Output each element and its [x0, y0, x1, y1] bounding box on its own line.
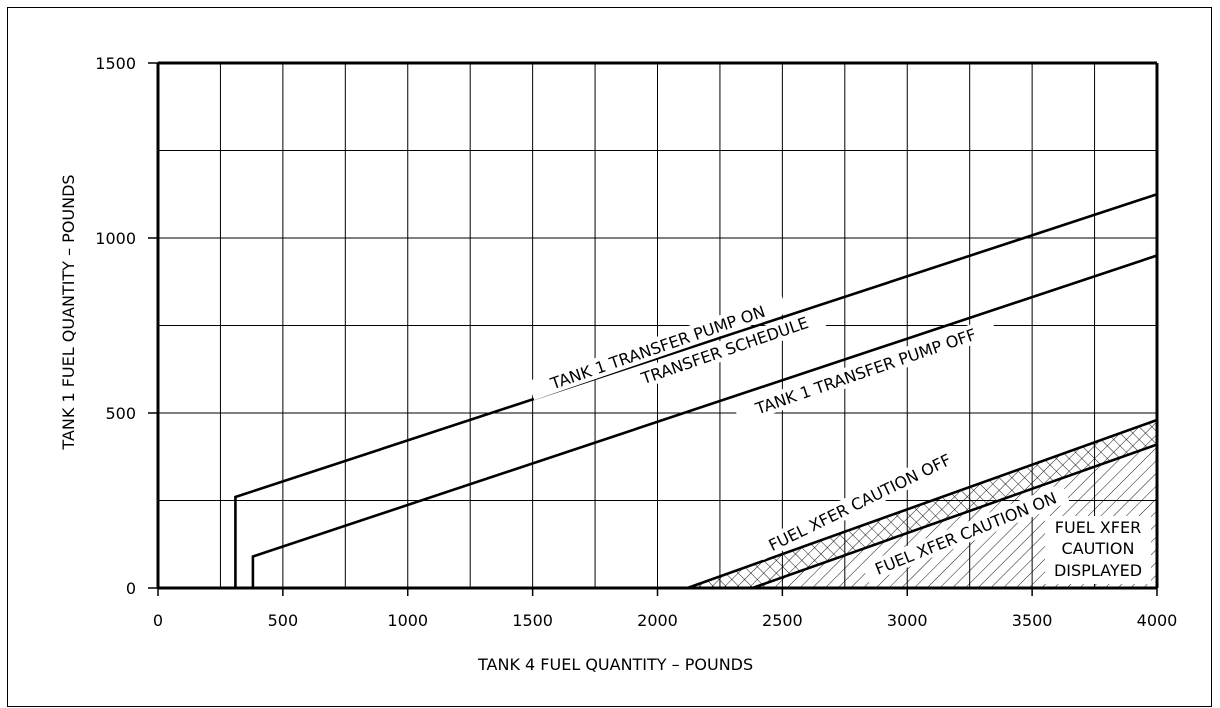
y-tick-label: 1500 [95, 54, 136, 73]
y-tick-label: 1000 [95, 229, 136, 248]
x-tick-label: 0 [153, 611, 163, 630]
axes [156, 61, 1159, 590]
x-tick-label: 1000 [387, 611, 428, 630]
series-lines [234, 193, 1158, 590]
series-pump-off [251, 254, 1158, 588]
label-caution-displayed-1: FUEL XFER [1055, 518, 1141, 537]
series-pump-on [234, 193, 1158, 588]
label-caution-displayed-3: DISPLAYED [1054, 561, 1142, 580]
y-tick-label: 0 [126, 579, 136, 598]
x-tick-label: 4000 [1137, 611, 1178, 630]
x-tick-label: 3500 [1012, 611, 1053, 630]
tick-labels: 0 500 1000 1500 2000 2500 3000 3500 4000 0 500 1000… [95, 54, 1177, 630]
y-tick-label: 500 [105, 404, 136, 423]
x-tick-label: 1500 [512, 611, 553, 630]
x-axis-label: TANK 4 FUEL QUANTITY – POUNDS [477, 655, 753, 674]
x-tick-label: 3000 [887, 611, 928, 630]
x-tick-label: 2000 [637, 611, 678, 630]
series-caution-off [687, 418, 1158, 590]
x-tick-label: 500 [268, 611, 299, 630]
label-caution-displayed-2: CAUTION [1062, 539, 1135, 558]
series-caution-on [751, 443, 1158, 590]
annotation-caution-displayed: FUEL XFER CAUTION DISPLAYED [1045, 516, 1151, 584]
y-axis-label: TANK 1 FUEL QUANTITY – POUNDS [59, 174, 78, 450]
x-tick-label: 2500 [762, 611, 803, 630]
